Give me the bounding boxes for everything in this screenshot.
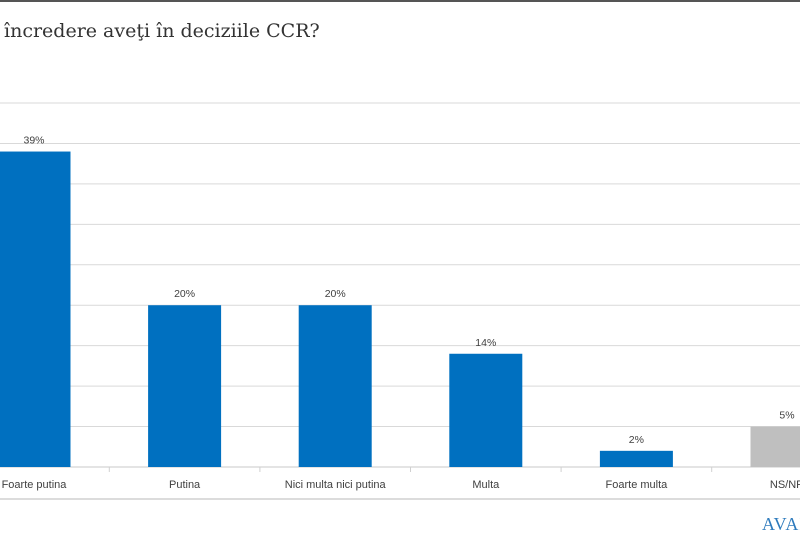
data-label: 5% <box>779 410 794 422</box>
data-label: 14% <box>475 337 496 349</box>
bar-5 <box>751 427 800 467</box>
category-label: Multa <box>472 479 500 491</box>
category-label: Foarte putina <box>2 479 68 491</box>
data-label: 2% <box>629 434 644 446</box>
brand-logo: AVAN <box>762 514 800 535</box>
category-label: Putina <box>169 479 201 491</box>
bar-4 <box>600 451 673 467</box>
category-label: NS/NR <box>770 479 800 491</box>
bar-3 <box>449 354 522 467</box>
data-label: 39% <box>23 135 44 147</box>
data-label: 20% <box>174 288 195 300</box>
bar-2 <box>299 305 372 467</box>
bar-1 <box>148 305 221 467</box>
data-label: 20% <box>325 288 346 300</box>
category-label: Foarte multa <box>606 479 669 491</box>
category-label: Nici multa nici putina <box>285 479 387 491</box>
bar-0 <box>0 152 71 467</box>
